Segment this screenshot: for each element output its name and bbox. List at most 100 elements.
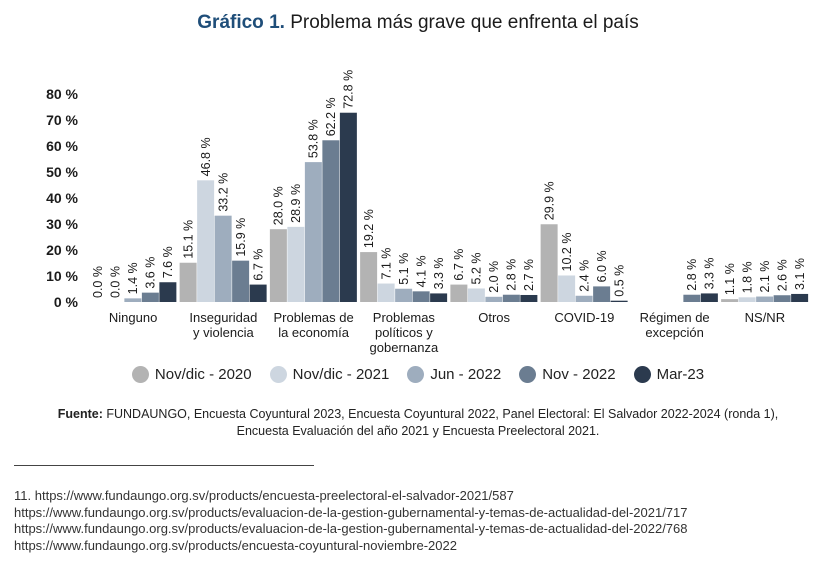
bar — [520, 294, 538, 302]
bar-value-label: 4.1 % — [414, 255, 428, 287]
legend-label: Nov/dic - 2020 — [154, 366, 252, 383]
bar-value-label: 3.6 % — [144, 257, 158, 289]
bar-value-label: 7.1 % — [379, 248, 393, 280]
bar — [610, 300, 628, 302]
bar-value-label: 1.1 % — [723, 263, 737, 295]
footnotes: 11. https://www.fundaungo.org.sv/product… — [14, 488, 688, 554]
x-category-label: Problemas políticos y gobernanza — [370, 310, 439, 355]
x-category-label-line: Régimen de — [640, 310, 710, 325]
x-category-label-line: COVID-19 — [554, 310, 614, 325]
bar-value-label: 0.5 % — [612, 265, 626, 297]
bar — [700, 293, 718, 302]
bar-value-label: 5.2 % — [470, 253, 484, 285]
y-tick-label: 60 % — [46, 138, 78, 154]
y-tick-label: 40 % — [46, 190, 78, 206]
legend-item: Nov - 2022 — [519, 366, 616, 383]
bar — [360, 252, 378, 302]
x-category-label-line: políticos y — [375, 325, 433, 340]
bar-value-label: 3.3 % — [703, 257, 717, 289]
bar — [485, 296, 503, 302]
bar — [738, 297, 756, 302]
legend-swatch — [131, 366, 149, 383]
bar — [269, 229, 287, 302]
x-category-label-line: Inseguridad — [189, 310, 257, 325]
x-category-label: Ninguno — [109, 310, 157, 325]
bar-value-label: 62.2 % — [324, 97, 338, 136]
bar — [197, 180, 215, 302]
x-category-label: Inseguridad y violencia — [189, 310, 257, 340]
legend-item: Mar-23 — [633, 366, 704, 383]
bar — [683, 294, 701, 302]
x-category-label-line: excepción — [645, 325, 704, 340]
y-tick-label: 10 % — [46, 268, 78, 284]
bar — [395, 288, 413, 302]
bar-value-label: 2.0 % — [487, 261, 501, 293]
bar-value-label: 2.6 % — [775, 259, 789, 291]
bar-value-label: 1.8 % — [740, 261, 754, 293]
bar — [450, 284, 468, 302]
bar — [756, 296, 774, 302]
footnote-divider — [14, 465, 314, 466]
bar — [339, 112, 357, 302]
x-category-label-line: Problemas — [373, 310, 436, 325]
bar-value-label: 29.9 % — [542, 181, 556, 220]
bar — [593, 286, 611, 302]
legend-swatch — [269, 366, 287, 383]
bar — [721, 299, 739, 302]
source-line-1: FUNDAUNGO, Encuesta Coyuntural 2023, Enc… — [102, 407, 779, 421]
legend-item: Nov/dic - 2021 — [269, 366, 389, 383]
x-category-label: Régimen de excepción — [640, 310, 710, 340]
footnote-link-4[interactable]: https://www.fundaungo.org.sv/products/en… — [14, 537, 457, 553]
bar-value-label: 10.2 % — [560, 233, 574, 272]
x-category-label-line: gobernanza — [370, 340, 439, 355]
bar-value-label: 6.7 % — [251, 249, 265, 281]
bar-value-label: 46.8 % — [199, 137, 213, 176]
legend-swatch — [407, 366, 425, 383]
bar-value-label: 28.9 % — [289, 184, 303, 223]
footnote-link-2[interactable]: https://www.fundaungo.org.sv/products/ev… — [14, 504, 688, 520]
legend-label: Nov - 2022 — [542, 366, 616, 383]
bar — [232, 260, 250, 302]
bar — [558, 275, 576, 302]
footnote-number: 11. — [14, 488, 32, 503]
bar — [179, 262, 197, 302]
chart-legend: Nov/dic - 2020 Nov/dic - 2021 Jun - 2022 No… — [0, 366, 836, 383]
bar — [214, 215, 232, 302]
bar-chart: 0 % 10 % 20 % 30 % 40 % 50 % 60 % 70 % 80 % 0.0 %… — [46, 70, 809, 355]
x-category-label-line: Ninguno — [109, 310, 157, 325]
legend-swatch — [519, 366, 537, 383]
bar-value-label: 15.1 % — [181, 220, 195, 259]
bar-value-label: 2.1 % — [758, 261, 772, 293]
legend-swatch — [633, 366, 651, 383]
bar-value-label: 15.9 % — [234, 218, 248, 257]
footnote-link-3[interactable]: https://www.fundaungo.org.sv/products/ev… — [14, 521, 688, 536]
x-category-label-line: Problemas de — [274, 310, 354, 325]
bar-value-label: 6.7 % — [452, 249, 466, 281]
bar-value-label: 0.0 % — [91, 266, 105, 298]
bar — [304, 162, 322, 302]
bar-value-label: 7.6 % — [161, 246, 175, 278]
x-category-label: Problemas de la economía — [274, 310, 354, 340]
bar-value-label: 1.4 % — [126, 262, 140, 294]
chart-title-number: Gráfico 1. — [197, 12, 285, 33]
bar-value-label: 2.4 % — [577, 260, 591, 292]
footnote-link-1[interactable]: https://www.fundaungo.org.sv/products/en… — [34, 488, 514, 503]
source-note: Fuente: FUNDAUNGO, Encuesta Coyuntural 2… — [0, 406, 836, 440]
x-category-label: NS/NR — [745, 310, 785, 325]
bar-value-label: 0.0 % — [109, 266, 123, 298]
bar — [249, 284, 267, 302]
bar-value-label: 2.7 % — [522, 259, 536, 291]
legend-label: Jun - 2022 — [430, 366, 502, 383]
y-tick-label: 50 % — [46, 164, 78, 180]
bar-value-label: 3.3 % — [432, 257, 446, 289]
bar — [412, 291, 430, 302]
bar-value-label: 5.1 % — [397, 253, 411, 285]
source-line-2: Encuesta Evaluación del año 2021 y Encue… — [236, 424, 600, 438]
bar — [377, 283, 395, 302]
x-category-label-line: NS/NR — [745, 310, 785, 325]
y-tick-label: 80 % — [46, 86, 78, 102]
bar-value-label: 2.8 % — [685, 259, 699, 291]
bar — [773, 295, 791, 302]
bar — [467, 288, 485, 302]
chart-title-text: Problema más grave que enfrenta el país — [290, 12, 639, 33]
